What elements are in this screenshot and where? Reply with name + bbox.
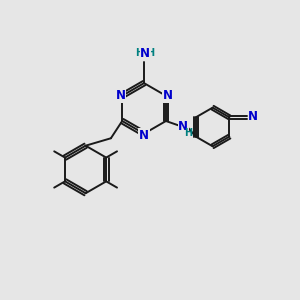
Text: N: N bbox=[116, 89, 126, 102]
Text: N: N bbox=[248, 110, 258, 123]
Text: N: N bbox=[140, 47, 150, 60]
Text: N: N bbox=[162, 89, 172, 102]
Text: H: H bbox=[184, 128, 192, 138]
Text: N: N bbox=[139, 129, 149, 142]
Text: N: N bbox=[178, 120, 188, 133]
Text: H: H bbox=[135, 48, 143, 58]
Text: H: H bbox=[146, 48, 155, 58]
